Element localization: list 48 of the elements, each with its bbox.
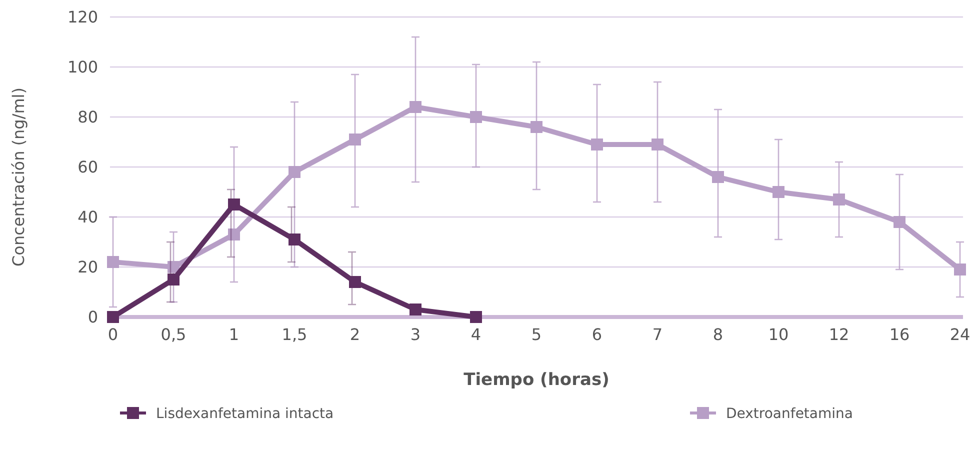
point xyxy=(288,234,300,246)
y-axis-title: Concentración (ng/ml) xyxy=(9,88,28,266)
y-tick-label: 120 xyxy=(67,8,98,27)
point xyxy=(772,186,784,198)
x-tick-label: 3 xyxy=(410,325,421,344)
x-axis-title: Tiempo (horas) xyxy=(464,370,610,390)
y-tick-label: 100 xyxy=(67,58,98,77)
point xyxy=(894,216,906,228)
point xyxy=(712,171,724,183)
x-tick-label: 1 xyxy=(228,325,240,344)
point xyxy=(168,261,180,273)
x-tick-label: 1,5 xyxy=(282,325,308,344)
y-tick-label: 0 xyxy=(88,308,98,327)
x-tick-label: 6 xyxy=(592,325,602,344)
point xyxy=(410,101,422,113)
x-tick-label: 24 xyxy=(950,325,970,344)
point xyxy=(410,304,422,316)
point xyxy=(288,166,300,178)
x-tick-label: 5 xyxy=(531,325,542,344)
legend-label: Lisdexanfetamina intacta xyxy=(156,406,334,422)
point xyxy=(107,256,119,268)
point xyxy=(107,311,119,323)
y-tick-label: 20 xyxy=(78,258,98,277)
point xyxy=(470,311,482,323)
x-tick-label: 8 xyxy=(712,325,724,344)
point xyxy=(470,111,482,123)
x-tick-label: 0,5 xyxy=(160,325,186,344)
point xyxy=(954,264,966,276)
x-tick-label: 16 xyxy=(889,325,910,344)
x-tick-label: 2 xyxy=(350,325,360,344)
x-tick-label: 10 xyxy=(768,325,789,344)
point xyxy=(530,121,542,133)
y-tick-label: 80 xyxy=(78,108,98,127)
point xyxy=(591,138,603,150)
legend-label: Dextroanfetamina xyxy=(726,406,853,422)
x-tick-label: 4 xyxy=(470,325,482,344)
point xyxy=(168,274,180,286)
point xyxy=(349,134,361,146)
point xyxy=(349,276,361,288)
point xyxy=(228,198,240,210)
x-tick-label: 12 xyxy=(828,325,850,344)
y-tick-label: 40 xyxy=(78,208,98,227)
x-tick-label: 0 xyxy=(108,325,118,344)
point xyxy=(652,138,664,150)
y-tick-label: 60 xyxy=(78,158,98,177)
x-tick-label: 7 xyxy=(652,325,663,344)
point xyxy=(833,194,845,206)
point xyxy=(228,228,240,240)
